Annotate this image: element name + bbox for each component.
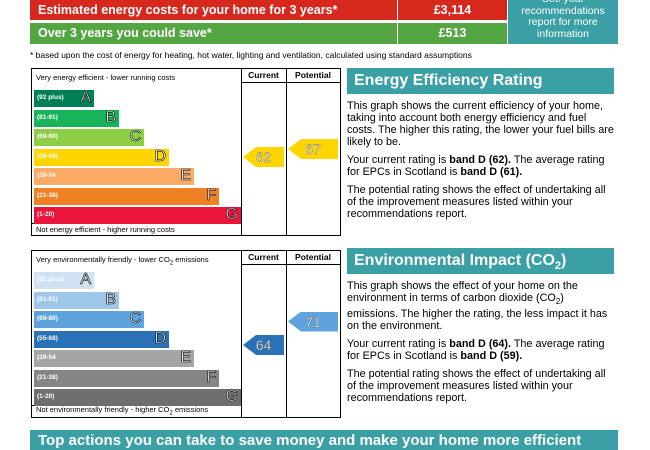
- recommendations-note: See your recommendations report for more…: [508, 0, 618, 44]
- energy-efficiency-title: Energy Efficiency Rating: [347, 68, 614, 94]
- chart-top-label: Very energy efficient - lower running co…: [36, 73, 176, 82]
- energy-efficiency-chart: Current Potential Very energy efficient …: [31, 68, 341, 236]
- band-letter: G: [225, 206, 238, 224]
- rating-band-g: (1-20) G: [34, 388, 241, 406]
- rating-band-a: (92 plus) A: [34, 271, 94, 289]
- potential-rating-arrow: 67: [288, 139, 338, 159]
- band-letter: D: [154, 329, 166, 347]
- band-letter: A: [80, 89, 91, 107]
- band-letter: D: [154, 147, 166, 165]
- rating-band-a: (92 plus) A: [34, 89, 94, 107]
- rating-band-g: (1-20) G: [34, 206, 241, 224]
- band-range: (1-20): [37, 211, 55, 218]
- rating-band-d: (55-68) D: [34, 329, 169, 348]
- rating-band-b: (81-91) B: [34, 108, 119, 127]
- potential-header: Potential: [295, 70, 331, 80]
- rating-band-c: (69-80) C: [34, 310, 144, 328]
- environmental-impact-title: Environmental Impact (CO2) Rating: [347, 248, 614, 300]
- band-range: (92 plus): [37, 276, 64, 283]
- band-letter: A: [80, 271, 91, 289]
- band-range: (39-54: [37, 354, 56, 361]
- environmental-impact-text: This graph shows the effect of your home…: [347, 280, 608, 405]
- band-range: (81-91): [37, 295, 58, 303]
- costs-footnote: * based upon the cost of energy for heat…: [30, 50, 472, 60]
- band-letter: F: [206, 186, 216, 204]
- band-letter: C: [129, 310, 141, 328]
- band-letter: B: [105, 290, 116, 308]
- rating-band-f: (21-38) F: [34, 368, 219, 387]
- chart-bottom-label: Not environmentally friendly - higher CO…: [36, 404, 209, 417]
- band-letter: C: [129, 128, 141, 146]
- savings-value: £513: [398, 23, 507, 44]
- band-range: (21-38): [37, 373, 58, 381]
- rating-band-f: (21-38) F: [34, 186, 219, 205]
- current-header: Current: [248, 70, 279, 80]
- band-range: (21-38): [37, 191, 58, 199]
- rating-band-d: (55-68) D: [34, 147, 169, 166]
- band-range: (92 plus): [37, 94, 64, 101]
- current-header: Current: [248, 252, 279, 262]
- rating-band-e: (39-54 E: [34, 349, 194, 367]
- band-letter: B: [105, 108, 116, 126]
- potential-header: Potential: [295, 252, 331, 262]
- band-range: (55-68): [37, 152, 58, 160]
- savings-label: Over 3 years you could save*: [30, 23, 397, 44]
- estimated-costs-value: £3,114: [398, 0, 507, 20]
- band-letter: E: [180, 349, 191, 367]
- top-actions-heading: Top actions you can take to save money a…: [30, 430, 618, 450]
- band-range: (39-54: [37, 172, 56, 179]
- band-range: (55-68): [37, 334, 58, 342]
- current-rating-arrow: 62: [243, 147, 284, 167]
- rating-band-e: (39-54 E: [34, 167, 194, 185]
- chart-top-label: Very environmentally friendly - lower CO…: [36, 255, 209, 267]
- estimated-costs-label: Estimated energy costs for your home for…: [30, 0, 397, 20]
- current-rating-arrow: 64: [243, 335, 284, 355]
- band-range: (69-80): [37, 315, 58, 322]
- band-letter: G: [225, 388, 238, 406]
- band-letter: E: [180, 167, 191, 185]
- band-letter: F: [206, 368, 216, 386]
- potential-rating-arrow: 71: [288, 311, 338, 332]
- chart-bottom-label: Not energy efficient - higher running co…: [36, 225, 175, 234]
- band-range: (1-20): [37, 393, 55, 400]
- band-range: (69-80): [37, 133, 58, 140]
- band-range: (81-91): [37, 113, 58, 121]
- energy-efficiency-text: This graph shows the current efficiency …: [347, 100, 614, 220]
- rating-band-c: (69-80) C: [34, 128, 144, 146]
- environmental-impact-chart: Current Potential Very environmentally f…: [31, 250, 341, 418]
- rating-band-b: (81-91) B: [34, 290, 119, 309]
